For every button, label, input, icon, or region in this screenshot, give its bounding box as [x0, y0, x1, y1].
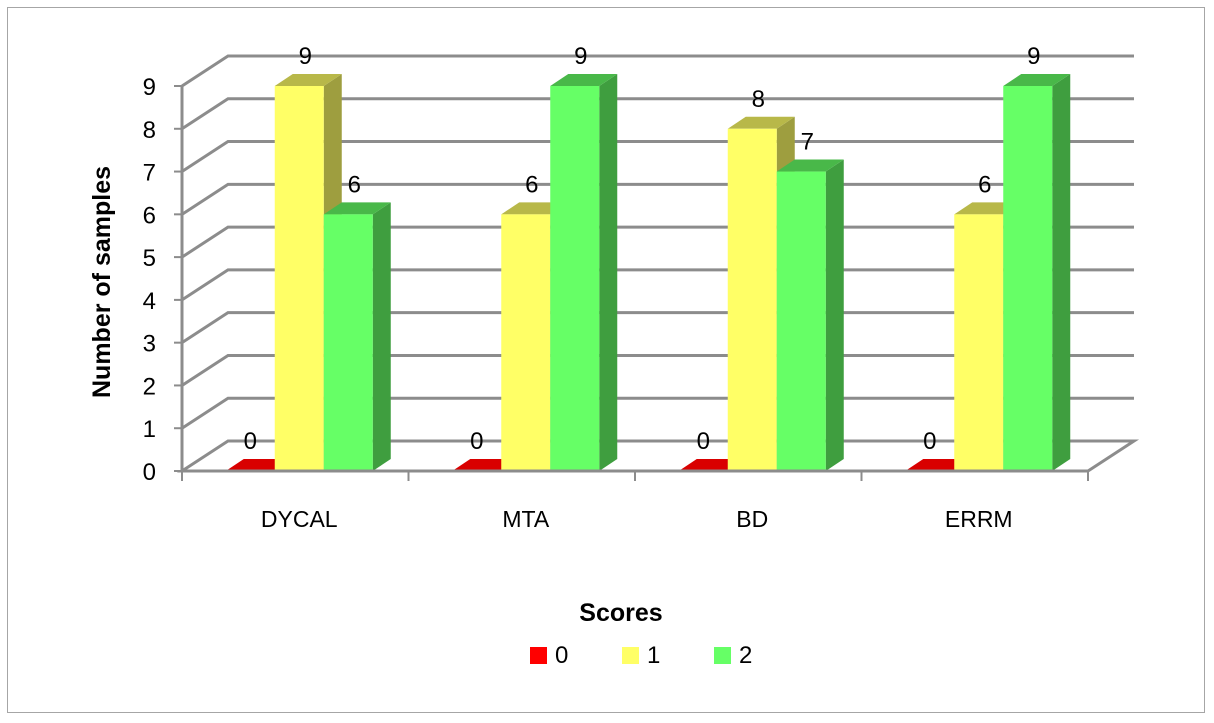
legend-label: 2: [739, 642, 752, 669]
y-tick-label: 0: [143, 459, 156, 486]
data-labels: 0 9 6 0 6 9 0 8 7 0 6 9: [244, 43, 1041, 455]
y-tick-label: 3: [143, 331, 156, 358]
bar-front-face: [550, 86, 600, 471]
gridline: [181, 140, 1134, 173]
legend-item-1: 1: [622, 642, 660, 669]
bar-errm-2: [1003, 74, 1071, 471]
data-label: 7: [801, 129, 814, 156]
bar-side-face: [1052, 74, 1071, 471]
legend-swatch: [622, 647, 639, 664]
legend-label: 0: [555, 642, 568, 669]
gridline: [181, 97, 1134, 131]
y-axis-title: Number of samples: [88, 166, 116, 398]
bar-side-face: [599, 74, 618, 471]
bars: [225, 74, 1071, 472]
bar-top-face: [776, 159, 844, 172]
data-label: 0: [470, 428, 483, 455]
bar-top-face: [727, 116, 795, 129]
y-tick-label: 8: [143, 117, 156, 144]
data-label: 9: [1027, 43, 1040, 70]
x-tick-label: BD: [736, 506, 768, 532]
x-axis: DYCAL MTA BD ERRM: [181, 469, 1089, 532]
x-tick-label: DYCAL: [261, 506, 338, 532]
bar-front-face: [727, 128, 777, 471]
data-label: 6: [525, 171, 538, 198]
y-tick-label: 1: [143, 416, 156, 443]
bar-top-face: [550, 74, 618, 86]
y-tick-label: 5: [143, 245, 156, 272]
bar-mta-2: [550, 74, 618, 471]
data-label: 9: [574, 43, 587, 70]
bar-side-face: [825, 159, 844, 472]
y-tick-labels: 0 1 2 3 4 5 6 7 8 9: [143, 74, 182, 486]
bar-bd-2: [776, 159, 844, 472]
legend-swatch: [714, 647, 731, 664]
bar-front-face: [776, 171, 826, 472]
bar-front-face: [1003, 86, 1053, 471]
bar-top-face: [274, 74, 342, 86]
legend-item-2: 2: [714, 642, 752, 669]
y-tick-label: 9: [143, 74, 156, 101]
x-tick-label: MTA: [502, 506, 550, 532]
data-label: 9: [299, 43, 312, 70]
data-label: 8: [752, 86, 765, 113]
data-label: 0: [244, 428, 257, 455]
legend-swatch: [530, 647, 547, 664]
bar-front-face: [323, 214, 373, 472]
bar-top-face: [323, 202, 391, 215]
data-label: 0: [697, 428, 710, 455]
bar-front-face: [501, 214, 551, 472]
y-tick-label: 6: [143, 202, 156, 229]
legend-label: 1: [647, 642, 660, 669]
y-tick-label: 7: [143, 160, 156, 187]
x-axis-title: Scores: [579, 599, 662, 627]
bar-top-face: [1003, 74, 1071, 86]
y-tick-label: 4: [143, 288, 156, 315]
bar-dycal-2: [323, 202, 391, 472]
bar-front-face: [274, 86, 324, 471]
legend-item-0: 0: [530, 642, 568, 669]
data-label: 0: [923, 428, 936, 455]
data-label: 6: [978, 171, 991, 198]
bar-front-face: [954, 214, 1004, 472]
bar-side-face: [372, 202, 391, 472]
gridline: [181, 54, 1134, 88]
y-tick-label: 2: [143, 373, 156, 400]
data-label: 6: [348, 171, 361, 198]
x-tick-label: ERRM: [945, 506, 1013, 532]
legend: 0 1 2: [530, 642, 752, 669]
